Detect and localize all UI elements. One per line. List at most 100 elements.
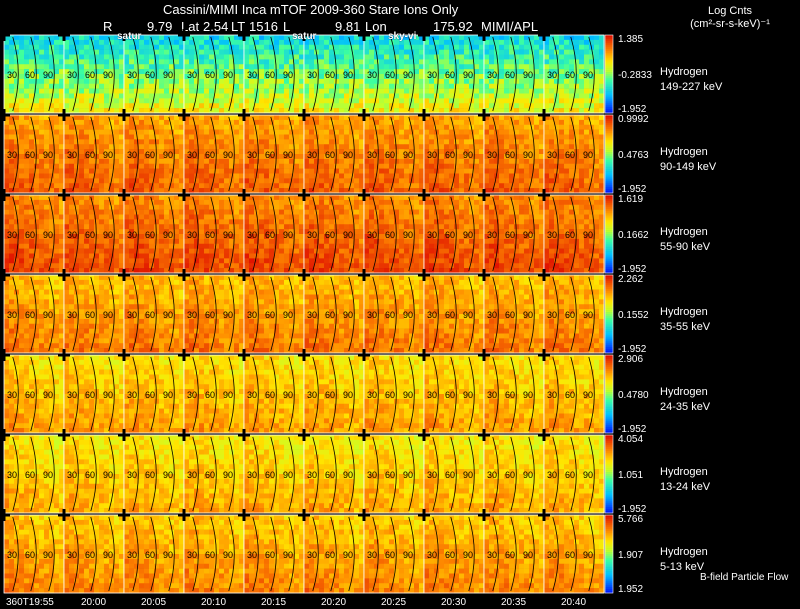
contour-label: 90 [403, 470, 413, 480]
contour-label: 60 [445, 150, 455, 160]
channel-row-1: 30 60 90 30 60 90 30 60 90 30 60 90 30 60 90 30 60 90 30 60… [0, 29, 605, 114]
contour-label: 60 [205, 310, 215, 320]
contour-label: 30 [187, 310, 197, 320]
image-frame: 30 60 90 [118, 109, 185, 194]
image-frame: 30 60 90 [538, 109, 605, 194]
colorbar-mid-label: 0.4763 [618, 150, 649, 161]
contour-label: 60 [205, 230, 215, 240]
contour-label: 90 [43, 310, 53, 320]
contour-label: 90 [463, 550, 473, 560]
colorbar [604, 34, 614, 114]
image-frame: 30 60 90 [58, 109, 125, 194]
image-frame: 30 60 90 [178, 269, 245, 354]
contour-label: 30 [547, 550, 557, 560]
colorbar-max-label: 5.766 [618, 514, 644, 525]
contour-label: 60 [25, 390, 35, 400]
colorbar-max-label: 4.054 [618, 434, 644, 445]
contour-label: 90 [343, 310, 353, 320]
contour-label: 90 [43, 550, 53, 560]
image-frame: 30 60 90 [538, 269, 605, 354]
contour-label: 30 [427, 470, 437, 480]
image-frame: 30 60 90 [0, 189, 65, 274]
contour-label: 60 [25, 550, 35, 560]
contour-label: 90 [223, 550, 233, 560]
image-frame: 30 60 90 [0, 29, 65, 114]
contour-label: 90 [43, 70, 53, 80]
contour-label: 90 [523, 150, 533, 160]
contour-label: 60 [325, 70, 335, 80]
contour-label: 90 [463, 230, 473, 240]
contour-label: 60 [505, 390, 515, 400]
contour-label: 30 [7, 470, 17, 480]
contour-label: 60 [265, 230, 275, 240]
channel-label: Hydrogen 149-227 keV [660, 65, 722, 95]
contour-label: 30 [547, 470, 557, 480]
channel-row-4: 30 60 90 30 60 90 30 60 90 30 60 90 30 60 90 30 60 90 30 60… [0, 269, 605, 354]
colorbar-min-label: -1.952 [618, 504, 647, 515]
contour-label: 30 [307, 150, 317, 160]
contour-label: 90 [523, 230, 533, 240]
colorbar-min-label: -1.952 [618, 104, 647, 115]
contour-label: 90 [223, 230, 233, 240]
contour-label: 90 [523, 310, 533, 320]
image-frame: 30 60 90 [418, 189, 485, 274]
image-frame: 30 60 90 [178, 109, 245, 194]
contour-label: 60 [265, 310, 275, 320]
overlay-label-2: satur [292, 31, 317, 42]
contour-label: 30 [367, 150, 377, 160]
contour-label: 30 [547, 390, 557, 400]
contour-label: 60 [205, 550, 215, 560]
channel-energy: 24-35 keV [660, 401, 711, 413]
x-tick-label: 20:35 [501, 597, 527, 608]
contour-label: 60 [445, 310, 455, 320]
image-frame: 30 60 90 [418, 429, 485, 514]
image-frame: 30 60 90 [298, 269, 365, 354]
contour-label: 60 [85, 310, 95, 320]
image-frame: 30 60 90 [0, 349, 65, 434]
image-frame: 30 60 90 [238, 509, 305, 594]
contour-label: 60 [445, 470, 455, 480]
contour-label: 90 [403, 550, 413, 560]
contour-label: 60 [145, 310, 155, 320]
contour-label: 60 [265, 70, 275, 80]
channel-label: Hydrogen 35-55 keV [660, 305, 710, 335]
image-frame: 30 60 90 [0, 509, 65, 594]
image-frame: 30 60 90 [118, 349, 185, 434]
image-frame: 30 60 90 [358, 29, 425, 114]
image-frame: 30 60 90 [358, 509, 425, 594]
contour-label: 30 [127, 150, 137, 160]
channel-energy: 55-90 keV [660, 241, 711, 253]
contour-label: 60 [145, 470, 155, 480]
contour-label: 90 [343, 470, 353, 480]
image-frame: 30 60 90 [298, 349, 365, 434]
image-frame: 30 60 90 [358, 109, 425, 194]
contour-label: 60 [385, 390, 395, 400]
colorbar [604, 354, 614, 434]
contour-label: 60 [445, 70, 455, 80]
contour-label: 30 [7, 70, 17, 80]
x-tick-label: 20:15 [261, 597, 287, 608]
contour-label: 90 [43, 390, 53, 400]
contour-label: 30 [487, 390, 497, 400]
image-frame: 30 60 90 [0, 109, 65, 194]
image-frame: 30 60 90 [358, 349, 425, 434]
channel-label: Hydrogen 13-24 keV [660, 465, 710, 495]
channel-energy: 35-55 keV [660, 321, 711, 333]
contour-label: 30 [7, 310, 17, 320]
contour-label: 30 [547, 230, 557, 240]
image-frame: 30 60 90 [58, 349, 125, 434]
image-frame: 30 60 90 [118, 429, 185, 514]
contour-label: 30 [7, 390, 17, 400]
colorbar [604, 514, 614, 594]
contour-label: 90 [403, 70, 413, 80]
image-frame: 30 60 90 [118, 269, 185, 354]
contour-label: 60 [25, 70, 35, 80]
contour-label: 90 [523, 470, 533, 480]
contour-label: 90 [103, 150, 113, 160]
contour-label: 90 [163, 310, 173, 320]
contour-label: 30 [127, 470, 137, 480]
channel-species: Hydrogen [660, 386, 708, 398]
image-frame: 30 60 90 [418, 269, 485, 354]
colorbar-min-label: -1.952 [618, 184, 647, 195]
contour-label: 60 [325, 470, 335, 480]
